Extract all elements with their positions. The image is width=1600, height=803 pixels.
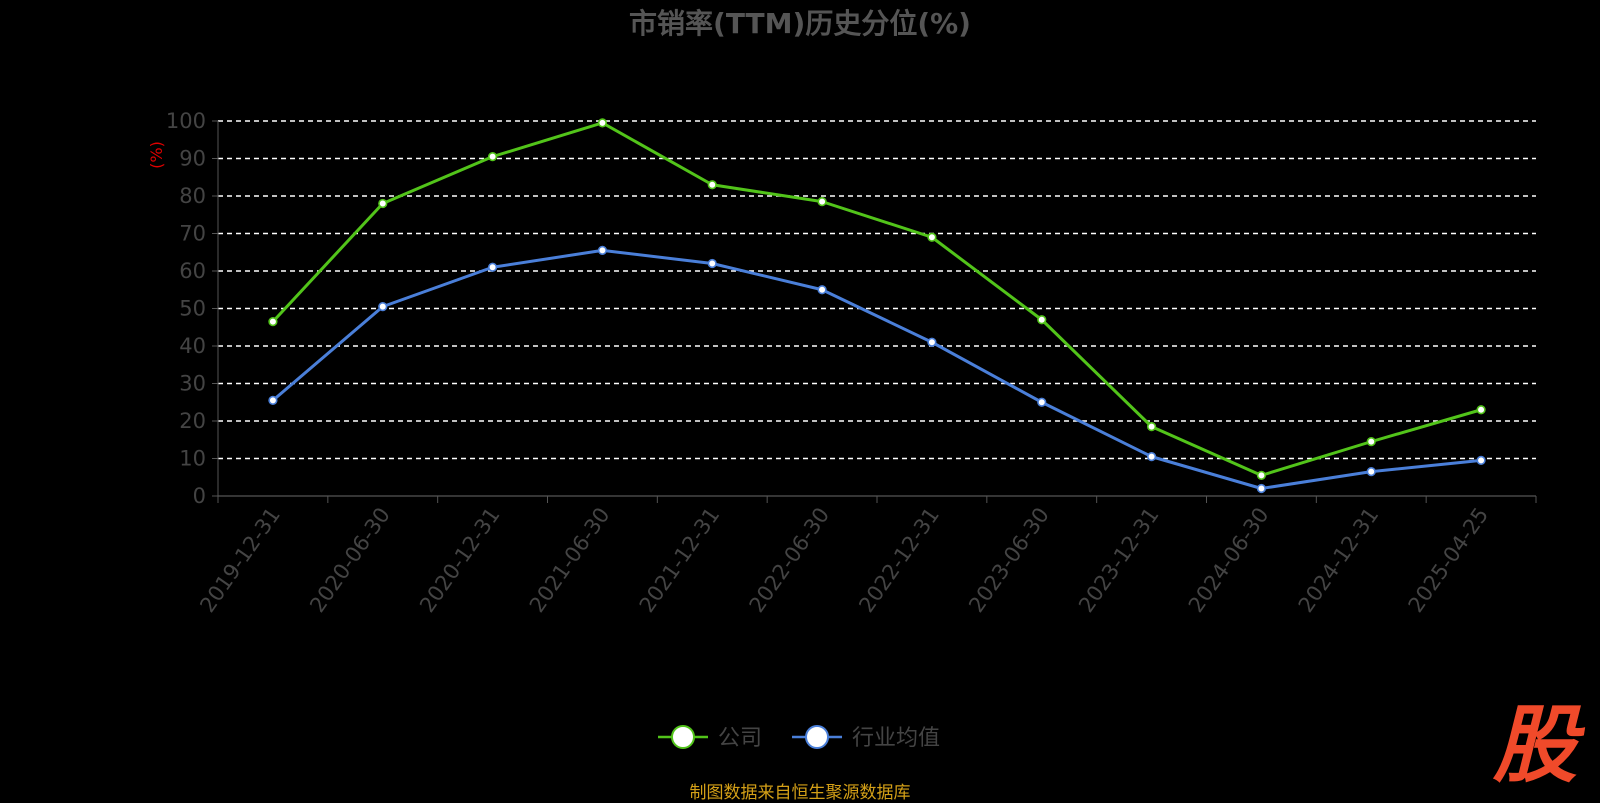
legend[interactable]: 公司 行业均值 <box>658 725 940 751</box>
x-axis: 2019-12-31 2020-06-30 2020-12-31 2021-06-30… <box>195 495 1537 617</box>
grid <box>218 120 1536 460</box>
data-point[interactable] <box>817 285 827 295</box>
data-point[interactable] <box>597 245 608 255</box>
y-tick-label: 100 <box>166 109 206 133</box>
data-point[interactable] <box>927 232 937 242</box>
data-point[interactable] <box>1037 315 1047 325</box>
y-tick-label: 90 <box>179 147 206 171</box>
series-line <box>271 121 1482 477</box>
x-tick-label: 2019-12-31 <box>195 503 285 617</box>
series-line <box>271 248 1482 490</box>
data-point[interactable] <box>268 395 278 405</box>
watermark-logo: 股 <box>1492 695 1577 794</box>
data-point[interactable] <box>707 258 717 269</box>
x-tick-label: 2021-12-31 <box>635 503 725 617</box>
data-point[interactable] <box>268 317 278 327</box>
y-tick-label: 0 <box>193 484 206 508</box>
chart-title: 市销率(TTM)历史分位(%) <box>629 7 971 40</box>
data-point[interactable] <box>378 302 388 312</box>
data-source-note: 制图数据来自恒生聚源数据库 <box>689 783 911 803</box>
x-tick-label: 2023-12-31 <box>1074 503 1164 617</box>
y-tick-label: 10 <box>179 447 206 471</box>
data-point[interactable] <box>597 118 608 128</box>
y-tick-label: 80 <box>179 184 206 208</box>
data-point[interactable] <box>1476 455 1486 465</box>
data-point[interactable] <box>1146 452 1157 462</box>
legend-label: 公司 <box>718 726 762 751</box>
y-tick-label: 60 <box>179 259 206 283</box>
series-1 <box>268 118 1486 480</box>
y-tick-label: 20 <box>179 409 206 433</box>
legend-item-2[interactable]: 行业均值 <box>792 725 940 751</box>
x-tick-label: 2025-04-25 <box>1404 503 1494 617</box>
legend-marker <box>671 725 695 749</box>
data-point[interactable] <box>1366 467 1376 477</box>
legend-label: 行业均值 <box>852 726 940 751</box>
legend-marker <box>805 725 830 749</box>
y-axis: 0 10 20 30 40 50 60 70 80 90 100 <box>166 109 219 508</box>
x-tick-label: 2023-06-30 <box>964 503 1054 617</box>
series-group <box>268 118 1486 494</box>
y-tick-label: 70 <box>179 222 206 246</box>
data-point[interactable] <box>1146 422 1157 432</box>
data-point[interactable] <box>707 180 717 190</box>
data-point[interactable] <box>1256 483 1267 494</box>
data-point[interactable] <box>487 152 498 162</box>
x-tick-label: 2022-06-30 <box>745 503 835 617</box>
data-point[interactable] <box>1476 405 1486 415</box>
x-tick-label: 2021-06-30 <box>525 503 615 617</box>
y-axis-label: (%) <box>147 141 166 169</box>
data-point[interactable] <box>817 197 827 207</box>
data-point[interactable] <box>378 198 388 209</box>
y-tick-label: 40 <box>179 334 206 358</box>
data-point[interactable] <box>1366 437 1376 447</box>
x-tick-label: 2024-06-30 <box>1184 503 1274 617</box>
x-tick-label: 2020-06-30 <box>305 503 395 617</box>
series-2 <box>268 245 1486 494</box>
x-tick-label: 2020-12-31 <box>415 503 505 617</box>
y-tick-label: 50 <box>179 297 206 321</box>
data-point[interactable] <box>927 337 937 347</box>
legend-item-1[interactable]: 公司 <box>658 725 762 751</box>
data-point[interactable] <box>487 262 498 272</box>
y-tick-label: 30 <box>179 372 206 396</box>
data-point[interactable] <box>1037 397 1047 407</box>
x-tick-label: 2024-12-31 <box>1294 503 1384 617</box>
data-point[interactable] <box>1256 470 1267 480</box>
x-tick-label: 2022-12-31 <box>854 503 944 617</box>
